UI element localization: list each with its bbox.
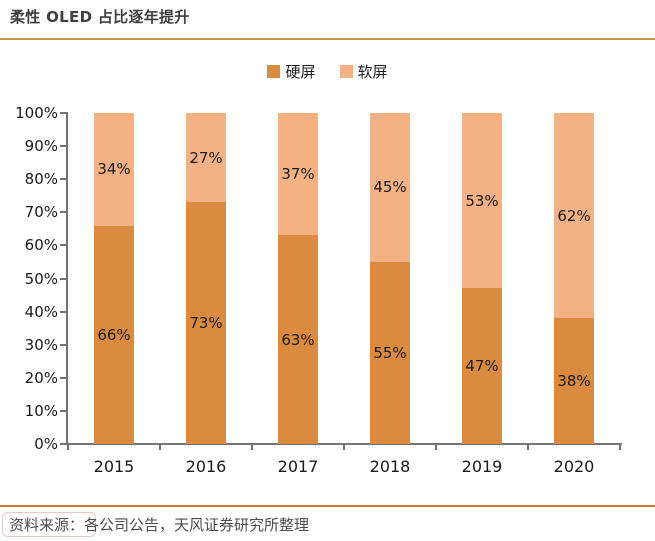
y-axis-tick-label: 10% [24,401,58,420]
soft-segment-label: 27% [189,148,223,167]
y-axis-tick-mark [60,376,66,379]
y-axis-tick-label: 60% [24,236,58,255]
y-axis-tick-label: 100% [15,104,58,122]
source-note: 资料来源：各公司公告，天风证券研究所整理 [9,516,310,534]
soft-segment-label: 45% [373,178,407,197]
legend-label: 硬屏 [285,63,316,81]
legend-item-硬屏: 硬屏 [267,61,316,82]
x-axis-label: 2020 [553,457,595,476]
x-axis-tick-mark [67,445,69,450]
y-axis-tick-mark [60,244,66,247]
watermark [2,512,96,537]
legend-item-软屏: 软屏 [339,61,388,82]
bar-segment-hard [370,261,410,444]
title-underline [0,38,655,40]
soft-segment-label: 53% [465,191,499,210]
y-axis-tick-label: 90% [24,137,58,156]
x-axis-label: 2019 [461,457,503,476]
y-axis-tick-label: 0% [34,435,58,453]
y-axis-tick-mark [60,178,66,181]
hard-segment-label: 38% [557,372,591,391]
bar-segment-soft [278,113,318,236]
hard-segment-label: 63% [281,330,315,349]
x-axis-tick-mark [251,445,253,450]
x-axis-label: 2018 [369,457,411,476]
bar-segment-hard [462,288,502,444]
bar-segment-hard [94,225,134,444]
y-axis-tick-mark [60,443,66,445]
y-axis-tick-label: 30% [24,335,58,354]
legend: 硬屏 软屏 [0,61,655,82]
x-axis-label: 2015 [93,457,135,476]
bar-segment-soft [462,113,502,289]
y-axis-tick-mark [60,145,66,148]
soft-segment-label: 62% [557,206,591,225]
x-axis-tick-mark [619,445,621,450]
soft-segment-label: 37% [281,165,315,184]
y-axis-tick-label: 50% [24,269,58,288]
y-axis-tick-mark [60,112,66,114]
hard-segment-label: 47% [465,357,499,376]
x-axis-tick-mark [527,445,529,450]
y-axis-tick-label: 40% [24,302,58,321]
x-axis-label: 2017 [277,457,319,476]
x-axis-line [66,443,622,445]
bar-segment-soft [554,113,594,319]
bar-segment-soft [370,113,410,262]
legend-swatch-硬屏 [267,65,281,78]
x-axis-label: 2016 [185,457,227,476]
hard-segment-label: 73% [189,314,223,333]
y-axis-tick-mark [60,409,66,412]
bar-segment-soft [94,113,134,226]
y-axis-tick-label: 70% [24,203,58,222]
page-title: 柔性 OLED 占比逐年提升 [10,8,190,26]
hard-segment-label: 66% [97,325,131,344]
y-axis-tick-mark [60,310,66,313]
legend-label: 软屏 [357,63,388,81]
bar-segment-hard [278,235,318,444]
bar-segment-hard [554,318,594,444]
y-axis-tick-mark [60,277,66,280]
y-axis-tick-mark [60,211,66,214]
soft-segment-label: 34% [97,160,131,179]
legend-swatch-软屏 [339,65,353,78]
y-axis-tick-mark [60,343,66,346]
y-axis-tick-label: 20% [24,368,58,387]
x-axis-tick-mark [159,445,161,450]
x-axis-tick-mark [343,445,345,450]
bar-segment-soft [186,113,226,203]
hard-segment-label: 55% [373,343,407,362]
footer-rule [0,505,655,507]
y-axis-tick-label: 80% [24,170,58,189]
bar-segment-hard [186,202,226,444]
y-axis-line [66,112,68,445]
x-axis-tick-mark [435,445,437,450]
